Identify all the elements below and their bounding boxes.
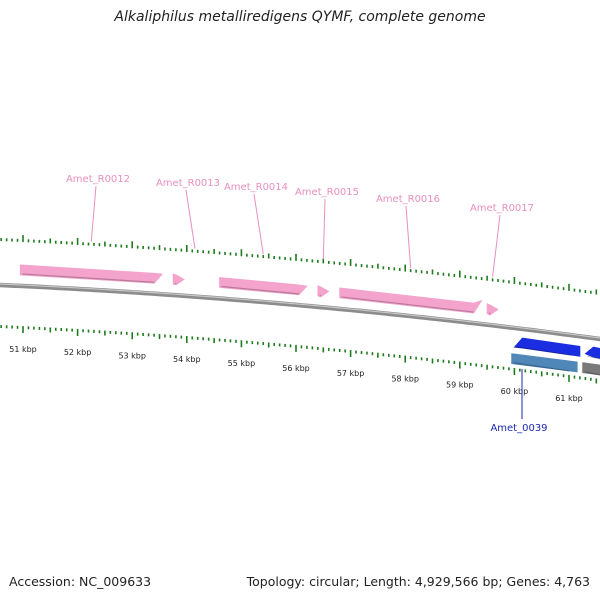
gene-label-leader [322,198,326,260]
genome-summary-text: Topology: circular; Length: 4,929,566 bp… [246,574,590,589]
gene-label-leader [90,185,97,242]
gene-label[interactable]: Amet_R0016 [376,194,440,205]
gene-arrow[interactable] [19,264,164,284]
forward-strand-track [19,264,499,316]
gene-arrow[interactable] [513,337,581,357]
gene-arrow[interactable] [486,303,499,316]
scale-label: 56 kbp [282,364,310,373]
gene-label[interactable]: Amet_R0012 [66,174,130,185]
genome-title: Alkaliphilus metalliredigens QYMF, compl… [114,9,486,25]
scale-label: 51 kbp [9,345,37,354]
gene-label[interactable]: Amet_R0013 [156,178,220,189]
scale-label: 53 kbp [118,351,146,360]
gene-label-leader [405,205,412,269]
outer-tick-track [0,235,598,295]
gene-arrow-shade [516,346,573,356]
scale-label: 54 kbp [173,355,201,364]
gene-arrow[interactable] [317,285,330,298]
gene-label-leader [492,214,501,278]
scale-labels: 51 kbp 52 kbp 53 kbp 54 kbp 55 kbp 56 kbp 57 k… [9,345,583,403]
reverse-strand-track [511,337,600,377]
gene-arrow-shade [341,296,474,313]
gene-arrow-shade [584,371,600,376]
gene-arrow-shade [174,282,177,285]
inner-tick-track [0,325,598,384]
gene-arrow-shade [221,285,299,295]
gene-label[interactable]: Amet_0039 [490,423,547,434]
scale-label: 58 kbp [391,375,419,384]
gene-arrow[interactable] [511,353,578,373]
gene-arrow[interactable] [339,287,483,314]
accession-text: Accession: NC_009633 [9,574,152,589]
gene-arrow-shade [22,273,155,283]
genome-backbone-highlight [0,283,600,339]
scale-label: 52 kbp [64,348,92,357]
gene-arrow[interactable] [582,362,600,377]
scale-label: 59 kbp [446,381,474,390]
gene-arrow[interactable] [584,346,600,360]
gene-arrow-shade [319,294,322,297]
gene-label[interactable]: Amet_R0014 [224,182,288,193]
gene-labels: Amet_R0012 Amet_R0013 Amet_R0014 Amet_R0015… [66,174,548,434]
gene-arrow[interactable] [219,277,308,296]
gene-arrow-shade [488,312,491,315]
scale-label: 60 kbp [501,387,529,396]
gene-label[interactable]: Amet_R0015 [295,187,359,198]
genome-backbone [0,282,600,342]
scale-label: 55 kbp [228,359,256,368]
gene-arrow-shade [513,362,570,372]
gene-label[interactable]: Amet_R0017 [470,203,534,214]
scale-label: 57 kbp [337,369,365,378]
gene-arrow[interactable] [172,273,185,286]
gene-label-leader [185,189,196,249]
scale-label: 61 kbp [555,394,583,403]
gene-label-leader [253,193,264,255]
